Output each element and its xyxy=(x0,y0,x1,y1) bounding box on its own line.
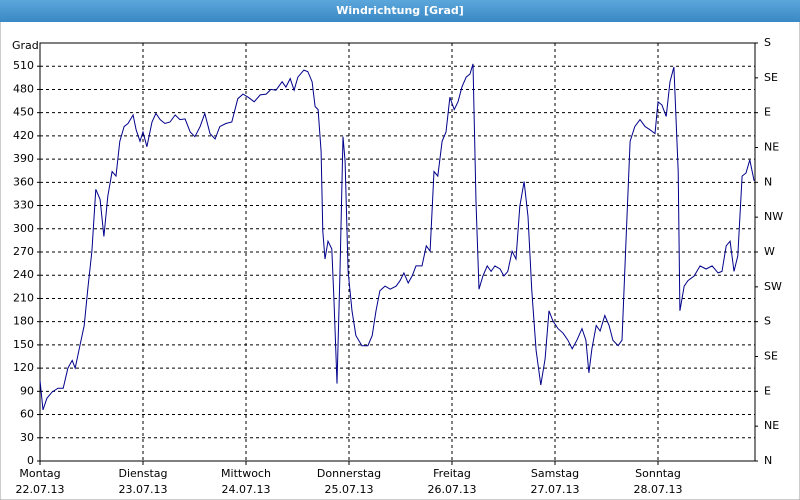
y-tick-label: 450 xyxy=(13,106,34,119)
y-tick-label: 90 xyxy=(20,384,34,397)
x-tick-label: Sonntag xyxy=(635,467,681,480)
x-tick-date: 22.07.13 xyxy=(16,483,65,496)
x-tick-date: 27.07.13 xyxy=(531,483,580,496)
y2-tick-label: E xyxy=(764,384,771,397)
y-tick-label: 120 xyxy=(13,361,34,374)
y-axis-label: Grad xyxy=(12,39,39,52)
chart-title: Windrichtung [Grad] xyxy=(336,4,464,17)
y-tick-label: 210 xyxy=(13,291,34,304)
y2-tick-label: E xyxy=(764,106,771,119)
x-tick-date: 25.07.13 xyxy=(325,483,374,496)
y2-tick-label: NE xyxy=(764,419,779,432)
y-tick-label: 240 xyxy=(13,268,34,281)
x-tick-label: Montag xyxy=(19,467,60,480)
y-tick-label: 270 xyxy=(13,245,34,258)
x-tick-label: Mittwoch xyxy=(221,467,271,480)
y-tick-label: 510 xyxy=(13,59,34,72)
y2-tick-label: N xyxy=(764,454,772,467)
y2-tick-label: NE xyxy=(764,141,779,154)
y-tick-label: 360 xyxy=(13,175,34,188)
y-tick-label: 180 xyxy=(13,315,34,328)
y2-tick-label: NW xyxy=(764,210,783,223)
y2-tick-label: SW xyxy=(764,280,782,293)
y-tick-label: 60 xyxy=(20,408,34,421)
y-tick-label: 150 xyxy=(13,338,34,351)
y-tick-label: 300 xyxy=(13,222,34,235)
x-tick-date: 26.07.13 xyxy=(428,483,477,496)
y2-tick-label: S xyxy=(764,36,771,49)
y2-tick-label: W xyxy=(764,245,775,258)
y2-tick-label: S xyxy=(764,315,771,328)
y-tick-label: 30 xyxy=(20,431,34,444)
x-tick-date: 23.07.13 xyxy=(119,483,168,496)
y2-tick-label: SE xyxy=(764,350,778,363)
y-tick-label: 480 xyxy=(13,82,34,95)
y-tick-label: 330 xyxy=(13,199,34,212)
y-tick-label: 390 xyxy=(13,152,34,165)
x-tick-date: 28.07.13 xyxy=(634,483,683,496)
x-tick-label: Samstag xyxy=(531,467,579,480)
x-tick-label: Dienstag xyxy=(118,467,167,480)
x-tick-label: Freitag xyxy=(433,467,471,480)
y-tick-label: 420 xyxy=(13,129,34,142)
y2-tick-label: SE xyxy=(764,71,778,84)
y2-tick-label: N xyxy=(764,175,772,188)
data-line xyxy=(39,63,755,411)
x-tick-date: 24.07.13 xyxy=(222,483,271,496)
y-tick-label: 0 xyxy=(27,454,34,467)
x-tick-label: Donnerstag xyxy=(317,467,381,480)
title-bar xyxy=(0,0,800,22)
